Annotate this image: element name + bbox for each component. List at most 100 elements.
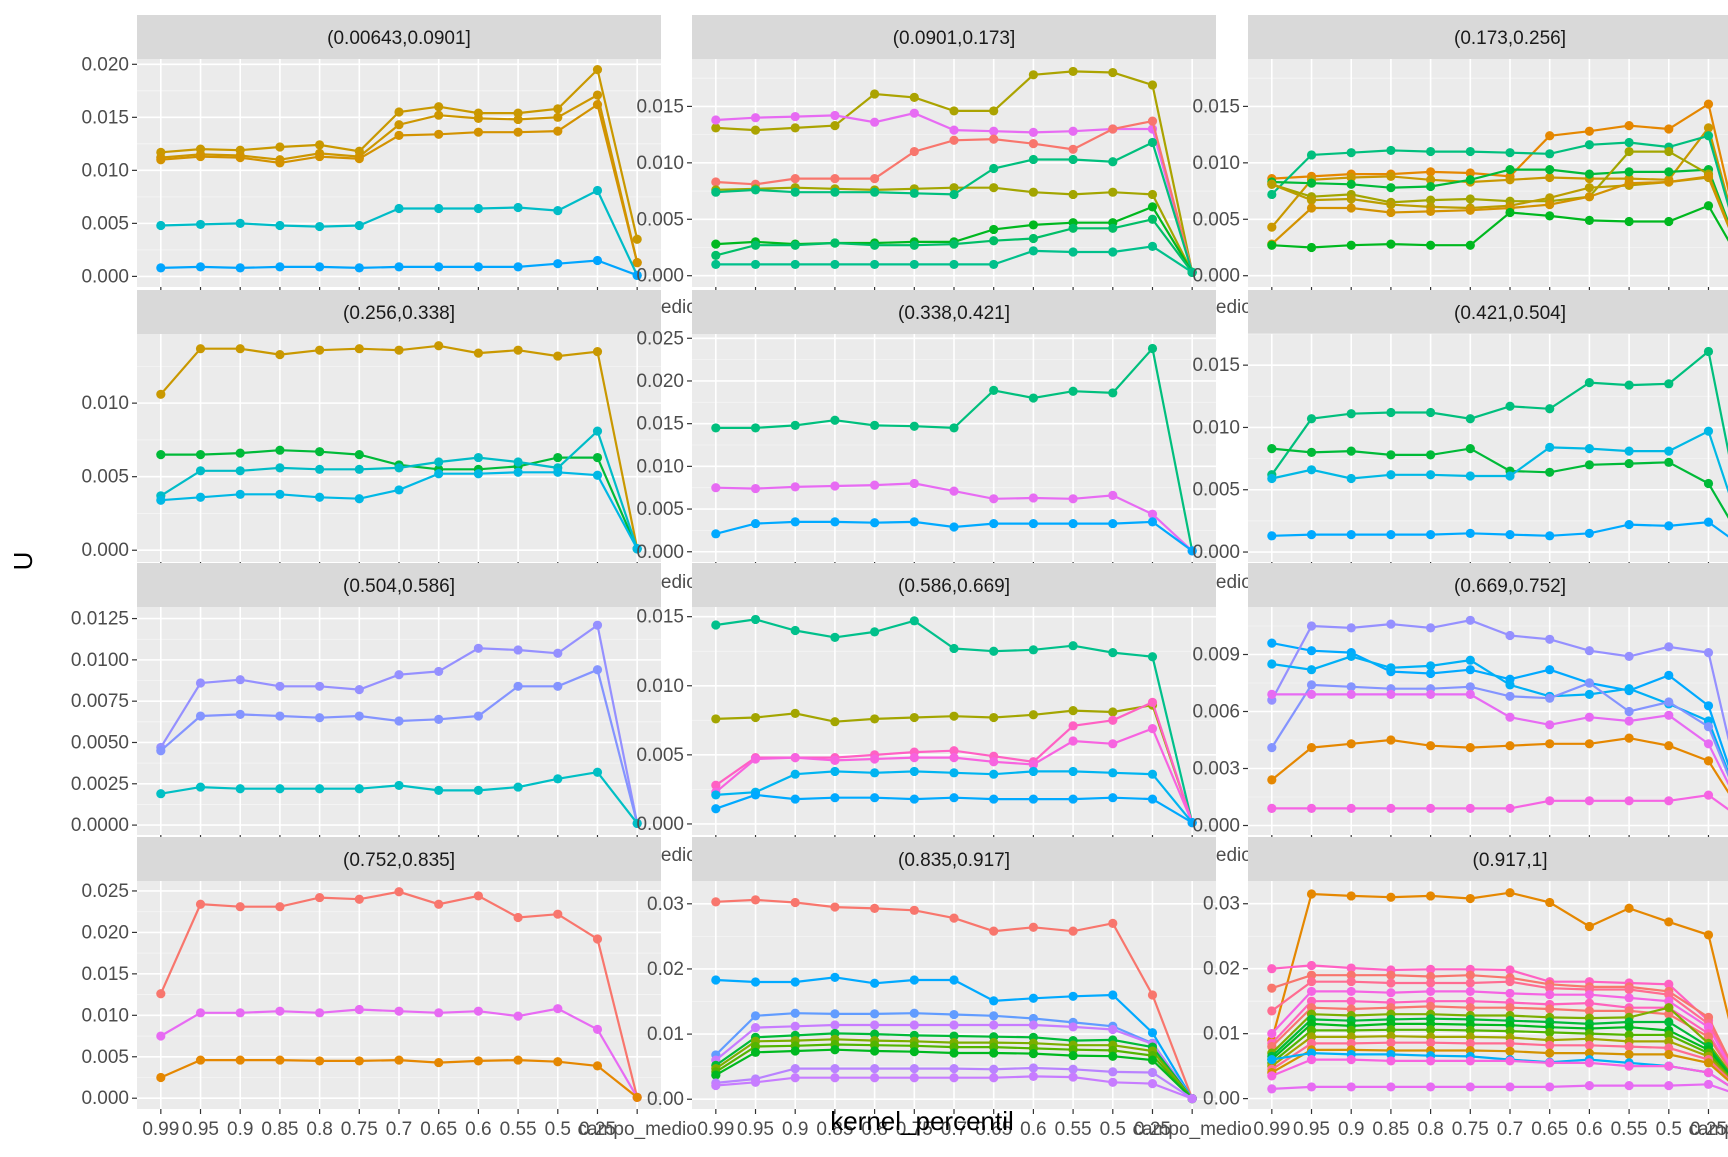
data-point	[1108, 739, 1118, 749]
data-point	[1664, 124, 1674, 134]
data-point	[1068, 144, 1078, 154]
data-point	[1386, 145, 1396, 156]
facet-title: (0.256,0.338]	[343, 303, 455, 324]
data-point	[1505, 207, 1515, 218]
facet-strip	[1248, 15, 1728, 59]
data-point	[1068, 706, 1078, 716]
data-point	[790, 482, 800, 492]
data-point	[790, 1064, 800, 1074]
data-point	[1465, 1003, 1475, 1013]
data-point	[1028, 710, 1038, 720]
data-point	[1346, 409, 1356, 419]
data-point	[1267, 240, 1277, 250]
data-point	[1703, 756, 1714, 766]
data-point	[989, 163, 999, 174]
data-point	[1108, 490, 1118, 500]
data-point	[1624, 178, 1634, 188]
data-point	[473, 1056, 483, 1066]
data-point	[1624, 520, 1634, 530]
data-point	[1664, 670, 1674, 681]
x-tick-label: 0.55	[500, 1119, 537, 1140]
data-point	[1465, 1056, 1475, 1066]
data-point	[1465, 986, 1475, 997]
data-point	[434, 262, 444, 272]
data-point	[156, 1072, 166, 1083]
data-point	[1505, 977, 1515, 987]
data-point	[1346, 682, 1356, 692]
data-point	[989, 1020, 999, 1030]
data-point	[394, 670, 404, 680]
data-point	[434, 1057, 444, 1068]
y-tick-label: 0.005	[1192, 480, 1240, 501]
data-point	[1703, 1012, 1714, 1023]
data-point	[632, 234, 642, 244]
data-point	[1108, 1024, 1118, 1035]
data-point	[1584, 990, 1594, 1000]
data-point	[592, 934, 603, 944]
data-point	[870, 1064, 880, 1074]
data-point	[1664, 1043, 1674, 1053]
data-point	[1306, 203, 1317, 213]
data-point	[434, 469, 444, 479]
data-point	[909, 92, 919, 102]
data-point	[1267, 179, 1277, 189]
data-point	[1386, 803, 1396, 814]
data-point	[1624, 446, 1634, 456]
facet-panel: (0.173,0.256]0.0000.0050.0100.0150.990.9…	[1192, 15, 1728, 318]
data-point	[1584, 921, 1594, 932]
data-point	[1426, 529, 1436, 540]
data-point	[1664, 1081, 1674, 1091]
data-point	[1346, 803, 1356, 814]
data-point	[1426, 167, 1436, 177]
data-point	[1703, 1058, 1714, 1068]
x-tick-label: 0.65	[420, 1119, 457, 1140]
data-point	[1545, 211, 1555, 221]
y-tick-label: 0.020	[636, 371, 684, 392]
data-point	[632, 258, 642, 268]
data-point	[592, 470, 603, 480]
data-point	[394, 203, 404, 214]
data-point	[1584, 1034, 1594, 1044]
data-point	[1267, 775, 1277, 785]
data-point	[275, 784, 285, 794]
y-tick-label: 0.009	[1192, 645, 1240, 666]
data-point	[1147, 1078, 1158, 1089]
data-point	[315, 492, 325, 502]
x-axis-title: kernel_percentil	[830, 1106, 1014, 1136]
data-point	[592, 767, 603, 777]
data-point	[275, 220, 285, 231]
data-point	[750, 259, 761, 270]
data-point	[156, 220, 166, 231]
y-tick-label: 0.020	[81, 54, 129, 75]
facet-title: (0.835,0.917]	[898, 850, 1010, 871]
data-point	[1505, 401, 1515, 411]
data-point	[1147, 80, 1158, 90]
data-point	[949, 183, 959, 193]
data-point	[1346, 1082, 1356, 1092]
y-tick-label: 0.005	[81, 1047, 129, 1068]
data-point	[1306, 646, 1317, 656]
data-point	[473, 203, 483, 214]
data-point	[1545, 149, 1555, 159]
facet-title: (0.338,0.421]	[898, 303, 1010, 324]
data-point	[711, 239, 721, 249]
y-tick-label: 0.010	[1192, 417, 1240, 438]
data-point	[1584, 215, 1594, 226]
facet-panel: (0.338,0.421] 0.000 0.005 0.010 0.015 0.020 0.…	[636, 290, 1252, 593]
data-point	[1426, 1082, 1436, 1092]
data-point	[1346, 891, 1356, 901]
data-point	[1584, 528, 1594, 538]
data-point	[989, 1011, 999, 1021]
data-point	[989, 224, 999, 235]
data-point	[434, 102, 444, 112]
data-point	[790, 1008, 800, 1018]
data-point	[592, 347, 603, 357]
data-point	[1465, 978, 1475, 988]
data-point	[711, 790, 721, 800]
data-point	[1545, 193, 1555, 203]
data-point	[711, 975, 721, 985]
data-point	[1306, 1038, 1317, 1048]
y-tick-label: 0.03	[1203, 894, 1240, 915]
data-point	[1703, 790, 1714, 800]
